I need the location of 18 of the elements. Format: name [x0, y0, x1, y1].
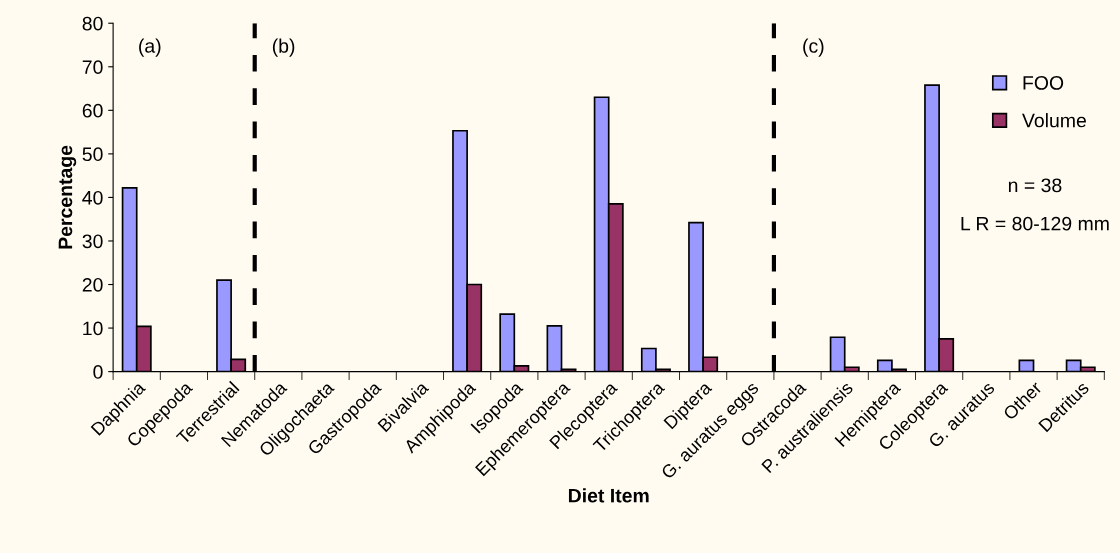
legend-label: Volume — [1022, 113, 1086, 128]
y-tick-label: 10 — [83, 321, 103, 336]
y-tick-label: 0 — [93, 365, 103, 379]
y-tick-label: 50 — [82, 147, 103, 162]
annotation: (a) — [139, 38, 161, 57]
annotation: (b) — [272, 38, 295, 57]
legend-label: FOO — [1023, 76, 1064, 90]
y-tick-label: 30 — [82, 234, 103, 249]
y-tick-label: 20 — [82, 277, 103, 292]
y-axis-title: Percentage — [58, 145, 77, 249]
y-tick-label: 40 — [82, 190, 103, 205]
annotation: n = 38 — [1008, 178, 1062, 193]
y-tick-label: 70 — [82, 60, 103, 75]
y-tick-label: 80 — [82, 16, 103, 31]
y-tick-label: 60 — [82, 103, 103, 118]
annotation: (c) — [803, 38, 824, 57]
x-axis-title: Diet Item — [568, 488, 649, 503]
annotation: L R = 80-129 mm — [961, 216, 1109, 231]
